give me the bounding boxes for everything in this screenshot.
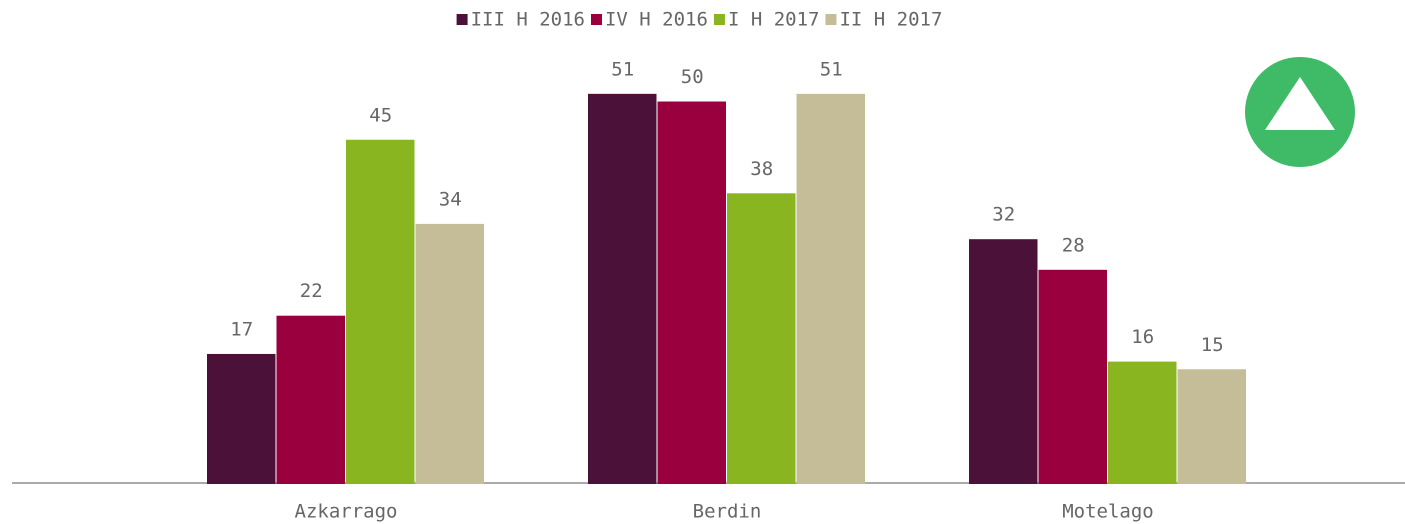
bar [796, 93, 865, 484]
data-label: 38 [750, 158, 773, 180]
data-label: 51 [611, 58, 634, 80]
data-label: 22 [300, 280, 323, 302]
legend-swatch [825, 14, 837, 25]
bar [969, 239, 1038, 484]
x-tick-label: Berdin [693, 501, 762, 523]
data-label: 15 [1201, 334, 1224, 356]
bar [1108, 361, 1177, 484]
bar [415, 223, 484, 484]
legend-swatch [590, 14, 602, 25]
legend-swatch [456, 14, 468, 25]
data-label: 28 [1062, 234, 1085, 256]
bar [1038, 269, 1107, 484]
bar [346, 139, 415, 484]
legend-label: IV H 2016 [605, 9, 708, 31]
bar [588, 93, 657, 484]
legend: III H 2016 IV H 2016 I H 2017 II H 2017 [456, 9, 942, 31]
legend-label: III H 2016 [471, 9, 585, 31]
bar [276, 315, 345, 484]
data-label: 45 [369, 104, 392, 126]
bar [207, 353, 276, 484]
trend-icon [1245, 57, 1355, 167]
data-label: 51 [820, 58, 843, 80]
bar [1177, 369, 1246, 484]
data-label: 50 [681, 66, 704, 88]
x-tick-label: Azkarrago [295, 501, 398, 523]
data-label: 34 [439, 188, 462, 210]
x-tick-label: Motelago [1062, 501, 1154, 523]
bar [657, 101, 726, 484]
legend-swatch [713, 14, 725, 25]
data-label: 32 [992, 204, 1015, 226]
legend-label: I H 2017 [728, 9, 820, 31]
data-label: 16 [1131, 326, 1154, 348]
data-label: 17 [230, 318, 253, 340]
legend-label: II H 2017 [839, 9, 942, 31]
bar [727, 193, 796, 485]
